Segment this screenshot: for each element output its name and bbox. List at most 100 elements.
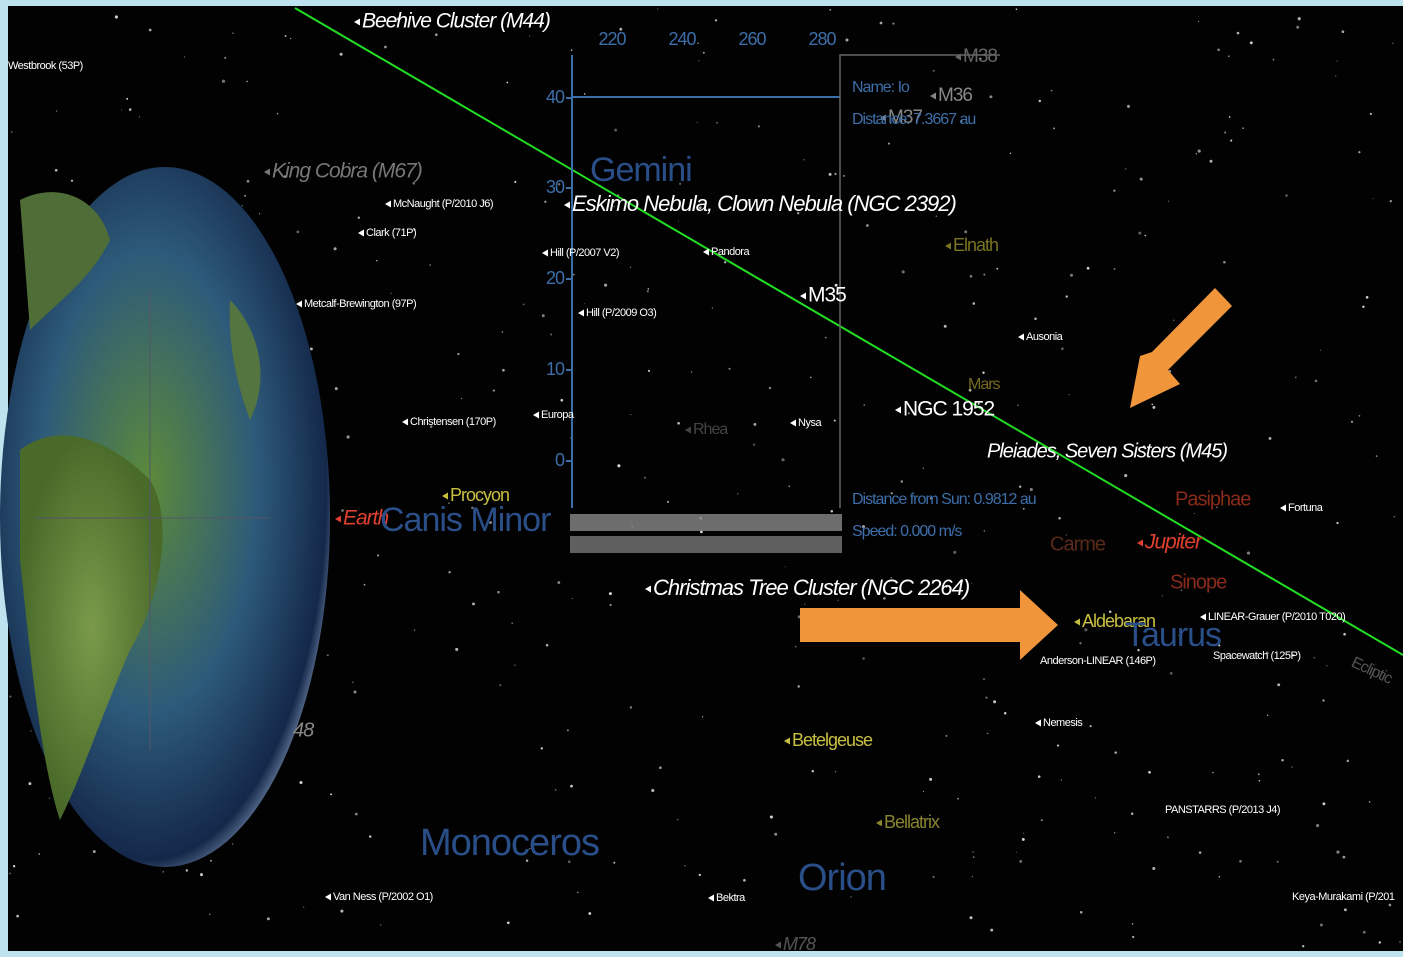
- star: [1376, 455, 1378, 457]
- star: [990, 929, 993, 932]
- star: [577, 892, 578, 893]
- star: [1199, 851, 1202, 854]
- star: [557, 581, 560, 584]
- star: [1194, 513, 1195, 514]
- star: [1061, 347, 1064, 350]
- star: [697, 122, 698, 123]
- star: [277, 113, 278, 114]
- star: [542, 314, 545, 317]
- star: [340, 910, 343, 913]
- star: [303, 906, 304, 907]
- star: [573, 274, 575, 276]
- star: [1237, 32, 1240, 35]
- star: [1320, 924, 1323, 927]
- star: [334, 247, 337, 250]
- object-label: Anderson-LINEAR (146P): [1040, 655, 1156, 667]
- star: [982, 372, 984, 374]
- star: [529, 35, 530, 36]
- star: [246, 81, 248, 83]
- star: [11, 131, 13, 133]
- star: [1250, 41, 1253, 44]
- star: [630, 414, 631, 415]
- star: [1039, 100, 1041, 102]
- star: [502, 331, 503, 332]
- star: [804, 604, 805, 605]
- star: [1394, 516, 1395, 517]
- star: [1347, 760, 1349, 762]
- star: [1296, 26, 1299, 29]
- object-label: Jupiter: [1144, 531, 1203, 554]
- star: [677, 819, 678, 820]
- star: [1302, 945, 1304, 947]
- star: [1358, 415, 1360, 417]
- object-label: Keya-Murakami (P/201: [1292, 891, 1395, 903]
- star: [9, 696, 11, 698]
- star: [743, 879, 746, 882]
- star: [1198, 150, 1201, 153]
- star: [570, 785, 573, 788]
- star: [996, 268, 998, 270]
- object-label: Van Ness (P/2002 O1): [333, 891, 433, 903]
- constellation-label: Orion: [798, 857, 886, 899]
- star: [863, 404, 865, 406]
- star: [1087, 267, 1090, 270]
- star: [1277, 683, 1280, 686]
- star: [497, 591, 500, 594]
- star: [1127, 105, 1130, 108]
- x-tick-label: 240: [668, 29, 696, 49]
- star: [1326, 665, 1327, 666]
- star: [455, 648, 458, 651]
- star: [584, 93, 586, 95]
- star: [1336, 851, 1339, 854]
- star: [862, 657, 865, 660]
- star: [514, 665, 515, 666]
- star: [584, 303, 585, 304]
- star: [923, 468, 924, 469]
- star: [712, 307, 713, 308]
- star: [1124, 474, 1127, 477]
- star: [1335, 76, 1336, 77]
- object-label: 48: [293, 719, 314, 741]
- star: [657, 8, 658, 9]
- star: [838, 600, 839, 601]
- object-label: Sinope: [1170, 571, 1227, 593]
- object-label: Westbrook (53P): [8, 60, 83, 72]
- star: [364, 584, 366, 586]
- star: [1090, 725, 1092, 727]
- slider-bar: [570, 536, 842, 553]
- star: [613, 862, 615, 864]
- star: [139, 116, 140, 117]
- star: [834, 420, 836, 422]
- star: [617, 464, 620, 467]
- star: [989, 95, 992, 98]
- star: [957, 798, 959, 800]
- star: [1061, 779, 1062, 780]
- star: [1167, 836, 1169, 838]
- star: [970, 275, 973, 278]
- star: [781, 458, 784, 461]
- star: [630, 266, 631, 267]
- star: [1390, 200, 1392, 202]
- star: [1004, 712, 1007, 715]
- star: [1041, 819, 1043, 821]
- star: [55, 169, 58, 172]
- star: [340, 53, 343, 56]
- star: [829, 9, 831, 11]
- star: [1016, 8, 1018, 10]
- star: [546, 644, 549, 647]
- star: [1239, 860, 1242, 863]
- star: [121, 109, 122, 110]
- star: [588, 912, 591, 915]
- star: [472, 602, 475, 605]
- star: [697, 42, 699, 44]
- star: [1168, 201, 1169, 202]
- y-tick-label: 20: [546, 268, 565, 288]
- star: [1079, 642, 1081, 644]
- x-tick-label: 280: [808, 29, 836, 49]
- star: [880, 22, 883, 25]
- star: [1370, 113, 1372, 115]
- star: [812, 770, 814, 772]
- star: [429, 264, 431, 266]
- star: [770, 815, 773, 818]
- star: [380, 924, 381, 925]
